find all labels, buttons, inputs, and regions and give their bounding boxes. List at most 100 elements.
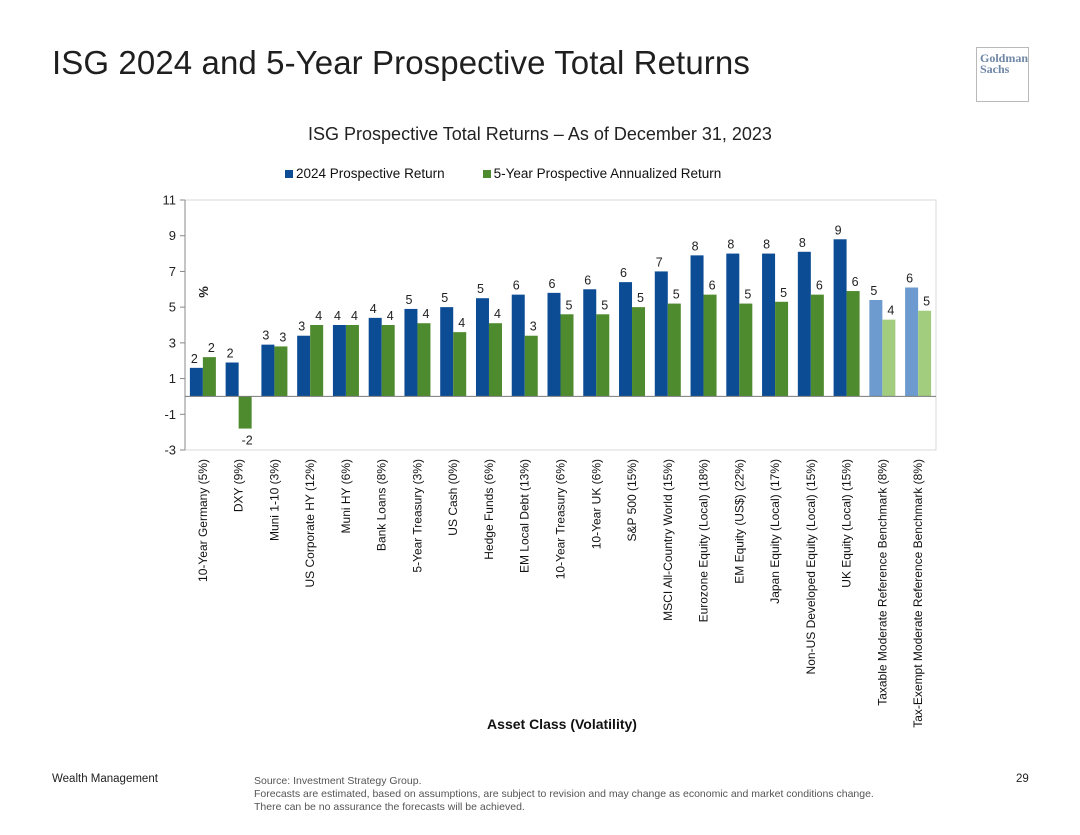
data-label-2024: 8 [692,239,699,253]
data-label-2024: 5 [870,284,877,298]
data-label-5yr: 5 [566,298,573,312]
data-label-5yr: 4 [458,316,465,330]
data-label-5yr: 5 [780,286,787,300]
bar-5yr-hedge-funds-6 [488,323,502,397]
source-note: Source: Investment Strategy Group. [254,775,422,787]
data-label-5yr: 4 [494,307,501,321]
footer-source: Source: Investment Strategy Group. Forec… [254,775,894,814]
chart-title: ISG Prospective Total Returns – As of De… [308,124,772,144]
data-label-5yr: 4 [887,304,894,318]
x-tick-label: Muni 1-10 (3%) [267,459,281,541]
bar-5yr-5-year-treasury-3 [417,323,431,397]
data-label-2024: 6 [620,266,627,280]
bar-2024-5-year-treasury-3 [404,308,418,397]
bar-2024-muni-1-10-3 [261,344,275,397]
bar-5yr-bank-loans-8 [381,325,395,397]
bar-5yr-s-p-500-15 [632,307,646,397]
page-title: ISG 2024 and 5-Year Prospective Total Re… [52,44,750,81]
data-label-5yr: 6 [852,275,859,289]
data-label-5yr: 2 [208,341,215,355]
logo-line-1: Goldman [980,51,1029,65]
bar-5yr-japan-equity-local-17 [775,301,789,397]
data-label-5yr: 4 [422,307,429,321]
footer-wealth-management: Wealth Management [52,773,158,785]
data-label-2024: 6 [906,272,913,286]
bar-2024-em-equity-us-22 [726,253,740,397]
x-tick-label: EM Equity (US$) (22%) [732,459,746,584]
disclaimer-note: Forecasts are estimated, based on assump… [254,788,874,813]
bar-2024-non-us-developed-equity-local-15 [797,251,811,397]
bar-5yr-tax-exempt-moderate-reference-benchmark-8 [918,310,932,397]
y-axis-label: % [196,286,211,298]
data-label-5yr: 4 [351,309,358,323]
x-tick-label: S&P 500 (15%) [625,459,639,542]
y-tick-label: 3 [169,335,176,350]
x-tick-label: UK Equity (Local) (15%) [840,459,854,588]
y-tick-label: -3 [164,443,176,458]
bar-5yr-10-year-uk-6 [596,314,610,397]
bar-5yr-taxable-moderate-reference-benchmark-8 [882,319,896,397]
data-label-5yr: 6 [709,279,716,293]
y-tick-label: 5 [169,300,176,315]
legend-label-2024: 2024 Prospective Return [296,166,445,181]
data-label-5yr: 4 [387,309,394,323]
bar-5yr-10-year-treasury-6 [560,314,574,397]
data-label-5yr: 5 [923,295,930,309]
y-tick-label: 7 [169,264,176,279]
data-label-5yr: 5 [673,288,680,302]
y-tick-label: 11 [163,193,177,208]
data-label-2024: 3 [262,329,269,343]
x-tick-label: 10-Year Treasury (6%) [554,459,568,579]
data-label-2024: 8 [763,238,770,252]
legend-swatch-2024 [285,169,293,178]
bar-2024-s-p-500-15 [619,282,633,397]
bar-2024-muni-hy-6 [332,325,346,397]
bar-2024-em-local-debt-13 [511,294,525,397]
data-label-2024: 6 [513,279,520,293]
x-tick-label: US Corporate HY (12%) [303,459,317,588]
bar-2024-10-year-uk-6 [583,289,597,397]
data-label-2024: 8 [799,236,806,250]
bar-2024-us-corporate-hy-12 [297,335,311,397]
x-tick-label: Japan Equity (Local) (17%) [768,459,782,604]
x-tick-label: 5-Year Treasury (3%) [410,459,424,573]
goldman-sachs-logo: Goldman Sachs [976,47,1029,102]
x-tick-label: DXY (9%) [232,459,246,512]
bar-2024-japan-equity-local-17 [762,253,776,397]
data-label-2024: 5 [405,293,412,307]
data-label-2024: 9 [835,223,842,237]
data-label-5yr: 5 [744,288,751,302]
x-tick-label: Hedge Funds (6%) [482,459,496,560]
bar-5yr-muni-hy-6 [345,325,359,397]
x-tick-label: Eurozone Equity (Local) (18%) [697,459,711,622]
x-tick-label: EM Local Debt (13%) [518,459,532,573]
bar-2024-msci-all-country-world-15 [654,271,668,397]
data-label-2024: 5 [441,291,448,305]
legend-item-5-year: 5-Year Prospective Annualized Return [482,166,721,181]
data-label-5yr: 4 [315,309,322,323]
x-tick-label: US Cash (0%) [446,459,460,536]
chart-legend: 2024 Prospective Return 5-Year Prospecti… [285,166,721,181]
bar-5yr-msci-all-country-world-15 [667,303,681,397]
bar-2024-uk-equity-local-15 [833,239,847,397]
page-number: 29 [1016,773,1029,785]
bar-5yr-eurozone-equity-local-18 [703,294,717,397]
bar-2024-hedge-funds-6 [475,298,489,397]
bar-5yr-10-year-germany-5 [202,357,216,397]
data-label-5yr: 3 [530,320,537,334]
data-label-2024: 6 [584,273,591,287]
bar-5yr-dxy-9 [238,396,252,429]
data-label-5yr: 5 [637,291,644,305]
bar-2024-10-year-germany-5 [189,367,203,397]
bar-5yr-uk-equity-local-15 [846,291,860,397]
data-label-2024: 8 [727,238,734,252]
bar-2024-10-year-treasury-6 [547,292,561,397]
bar-2024-bank-loans-8 [368,317,382,397]
data-label-2024: 2 [191,352,198,366]
x-tick-label: Taxable Moderate Reference Benchmark (8%… [875,459,889,706]
x-tick-label: 10-Year Germany (5%) [196,459,210,582]
data-label-5yr: -2 [242,434,253,448]
data-label-2024: 4 [370,302,377,316]
logo-line-2: Sachs [980,62,1010,76]
